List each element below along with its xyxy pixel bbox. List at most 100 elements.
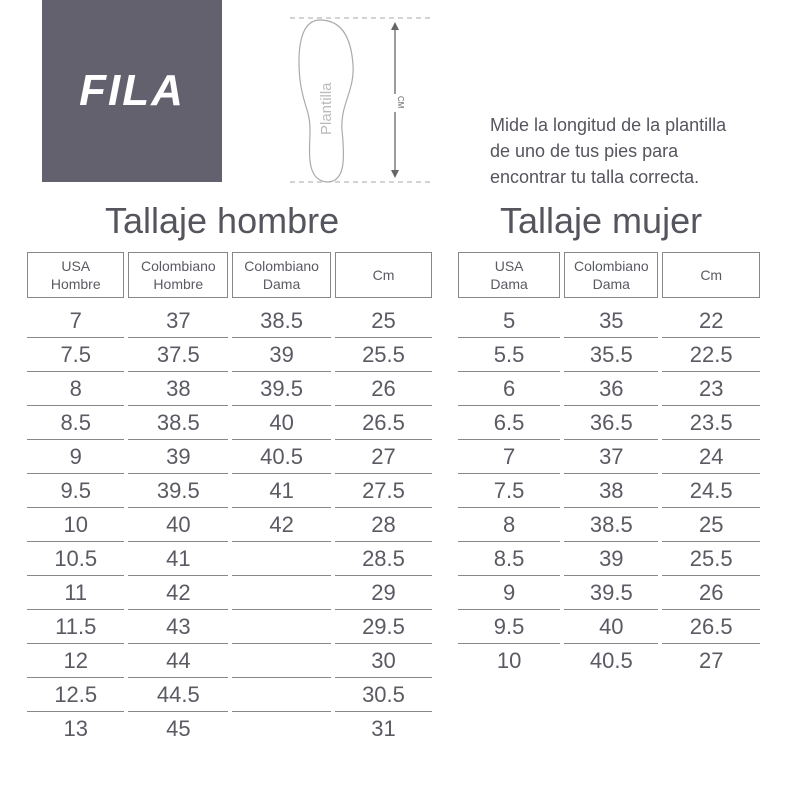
table-cell: 9 <box>458 576 561 610</box>
table-cell: 24 <box>662 440 760 474</box>
table-cell: 26 <box>334 372 432 406</box>
table-cell: 6 <box>458 372 561 406</box>
table-cell: 13 <box>63 715 88 741</box>
table-cell: 42 <box>232 508 331 542</box>
table-row: 8 38 39.5 26 <box>27 372 432 406</box>
table-cell <box>232 712 331 745</box>
table-row: 11 42 29 <box>27 576 432 610</box>
column-header: Colombiano Dama <box>232 252 331 298</box>
header-row: USA Dama Colombiano Dama Cm <box>458 252 760 298</box>
table-cell: 44.5 <box>128 678 229 712</box>
table-cell: 40.5 <box>232 440 331 474</box>
table-row: 7 37 24 <box>458 440 760 474</box>
table-row: 10 40.5 27 <box>458 644 760 677</box>
table-cell: 24.5 <box>662 474 760 508</box>
table-cell: 40 <box>564 610 659 644</box>
table-row: 5 35 22 <box>458 304 760 338</box>
table-cell: 27 <box>334 440 432 474</box>
table-row: 6 36 23 <box>458 372 760 406</box>
table-cell: 30.5 <box>334 678 432 712</box>
table-row: 13 45 31 <box>27 712 432 745</box>
table-cell: 9.5 <box>458 610 561 644</box>
table-row: 7 37 38.5 25 <box>27 304 432 338</box>
table-cell: 22.5 <box>662 338 760 372</box>
table-row: 10 40 42 28 <box>27 508 432 542</box>
table-row: 10.5 41 28.5 <box>27 542 432 576</box>
table-cell: 7 <box>458 440 561 474</box>
table-cell: 27 <box>698 647 724 673</box>
table-cell: 39 <box>128 440 229 474</box>
table-cell <box>232 610 331 644</box>
table-cell: 40 <box>232 406 331 440</box>
table-cell <box>232 576 331 610</box>
table-row: 11.5 43 29.5 <box>27 610 432 644</box>
table-cell: 8.5 <box>27 406 125 440</box>
table-row: 5.5 35.5 22.5 <box>458 338 760 372</box>
table-cell: 35 <box>564 304 659 338</box>
table-cell: 25.5 <box>334 338 432 372</box>
table-cell: 38.5 <box>128 406 229 440</box>
table-cell: 45 <box>166 715 191 741</box>
men-size-table: USA Hombre Colombiano Hombre Colombiano Dama C… <box>23 252 436 745</box>
table-cell: 39 <box>232 338 331 372</box>
table-cell: 39.5 <box>128 474 229 508</box>
table-cell: 7.5 <box>458 474 561 508</box>
table-row: 12 44 30 <box>27 644 432 678</box>
table-cell: 38.5 <box>232 304 331 338</box>
table-row: 8.5 38.5 40 26.5 <box>27 406 432 440</box>
table-row: 9 39 40.5 27 <box>27 440 432 474</box>
table-cell: 26 <box>662 576 760 610</box>
table-row: 8 38.5 25 <box>458 508 760 542</box>
insole-diagram: Plantilla CM <box>290 17 430 183</box>
table-cell: 31 <box>371 715 396 741</box>
column-header: Colombiano Hombre <box>128 252 229 298</box>
men-title: Tallaje hombre <box>105 200 340 241</box>
table-cell: 39.5 <box>232 372 331 406</box>
table-cell: 8.5 <box>458 542 561 576</box>
insole-label: Plantilla <box>318 82 335 135</box>
table-cell: 43 <box>128 610 229 644</box>
table-cell: 10.5 <box>27 542 125 576</box>
table-cell: 41 <box>232 474 331 508</box>
table-cell: 7 <box>27 304 125 338</box>
table-cell: 40.5 <box>589 647 633 673</box>
table-row: 9 39.5 26 <box>458 576 760 610</box>
table-row: 9.5 40 26.5 <box>458 610 760 644</box>
table-cell: 37 <box>128 304 229 338</box>
table-cell: 35.5 <box>564 338 659 372</box>
table-cell: 30 <box>334 644 432 678</box>
table-row: 7.5 38 24.5 <box>458 474 760 508</box>
table-cell: 11.5 <box>27 610 125 644</box>
fila-logo: FILA <box>79 66 185 115</box>
table-cell: 7.5 <box>27 338 125 372</box>
table-cell: 42 <box>128 576 229 610</box>
table-cell: 9 <box>27 440 125 474</box>
table-row: 6.5 36.5 23.5 <box>458 406 760 440</box>
instructions: Mide la longitud de la plantilla de uno … <box>490 112 790 190</box>
table-cell: 37.5 <box>128 338 229 372</box>
table-row: 8.5 39 25.5 <box>458 542 760 576</box>
table-cell: 26.5 <box>662 610 760 644</box>
table-row: 12.5 44.5 30.5 <box>27 678 432 712</box>
women-size-table: USA Dama Colombiano Dama Cm 5 35 22 5.5 35.5 22.5 6… <box>454 252 764 677</box>
table-cell: 5 <box>458 304 561 338</box>
table-cell: 11 <box>27 576 125 610</box>
table-cell: 38 <box>564 474 659 508</box>
table-cell: 39 <box>564 542 659 576</box>
instruction-line: Mide la longitud de la plantilla <box>490 115 727 135</box>
header-row: USA Hombre Colombiano Hombre Colombiano Dama C… <box>27 252 432 298</box>
table-cell: 23.5 <box>662 406 760 440</box>
table-cell: 28 <box>334 508 432 542</box>
table-cell: 23 <box>662 372 760 406</box>
column-header: Cm <box>662 252 760 298</box>
table-cell: 8 <box>458 508 561 542</box>
table-cell: 39.5 <box>564 576 659 610</box>
women-title: Tallaje mujer <box>500 200 703 241</box>
table-cell: 10 <box>27 508 125 542</box>
instruction-line: de uno de tus pies para <box>490 141 679 161</box>
column-header: Colombiano Dama <box>564 252 659 298</box>
table-cell: 38 <box>128 372 229 406</box>
table-cell <box>232 542 331 576</box>
cm-label: CM <box>396 96 405 109</box>
instruction-line: encontrar tu talla correcta. <box>490 167 700 187</box>
